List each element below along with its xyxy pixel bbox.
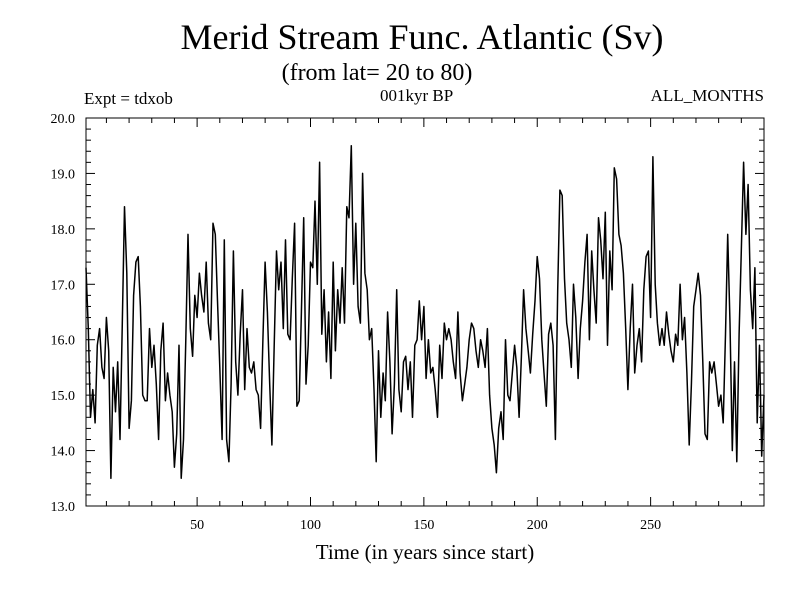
period-label: 001kyr BP: [380, 86, 454, 105]
experiment-label: Expt = tdxob: [84, 89, 173, 108]
y-tick-label: 15.0: [51, 389, 76, 404]
y-tick-label: 14.0: [51, 445, 76, 460]
chart-subtitle: (from lat= 20 to 80): [281, 60, 473, 86]
y-tick-label: 17.0: [51, 278, 76, 293]
y-tick-label: 18.0: [51, 223, 76, 238]
x-tick-label: 200: [527, 518, 548, 533]
months-label: ALL_MONTHS: [650, 86, 764, 105]
x-tick-label: 100: [300, 518, 321, 533]
y-tick-label: 20.0: [51, 112, 76, 127]
x-tick-label: 150: [413, 518, 434, 533]
series-line: [85, 144, 765, 480]
y-tick-label: 16.0: [51, 334, 76, 349]
x-tick-label: 250: [640, 518, 661, 533]
y-tick-label: 19.0: [51, 167, 76, 182]
chart-title: Merid Stream Func. Atlantic (Sv): [180, 17, 664, 57]
y-tick-label: 13.0: [51, 500, 76, 515]
x-axis-label: Time (in years since start): [315, 540, 535, 564]
x-tick-label: 50: [190, 518, 204, 533]
axis-ticks: [86, 117, 765, 507]
axis-tick-labels: 50 100 150 200 250 13.0 14.0 15.0 16.0 17.0 18.0 19…: [51, 112, 662, 533]
plot-frame: [85, 117, 765, 507]
